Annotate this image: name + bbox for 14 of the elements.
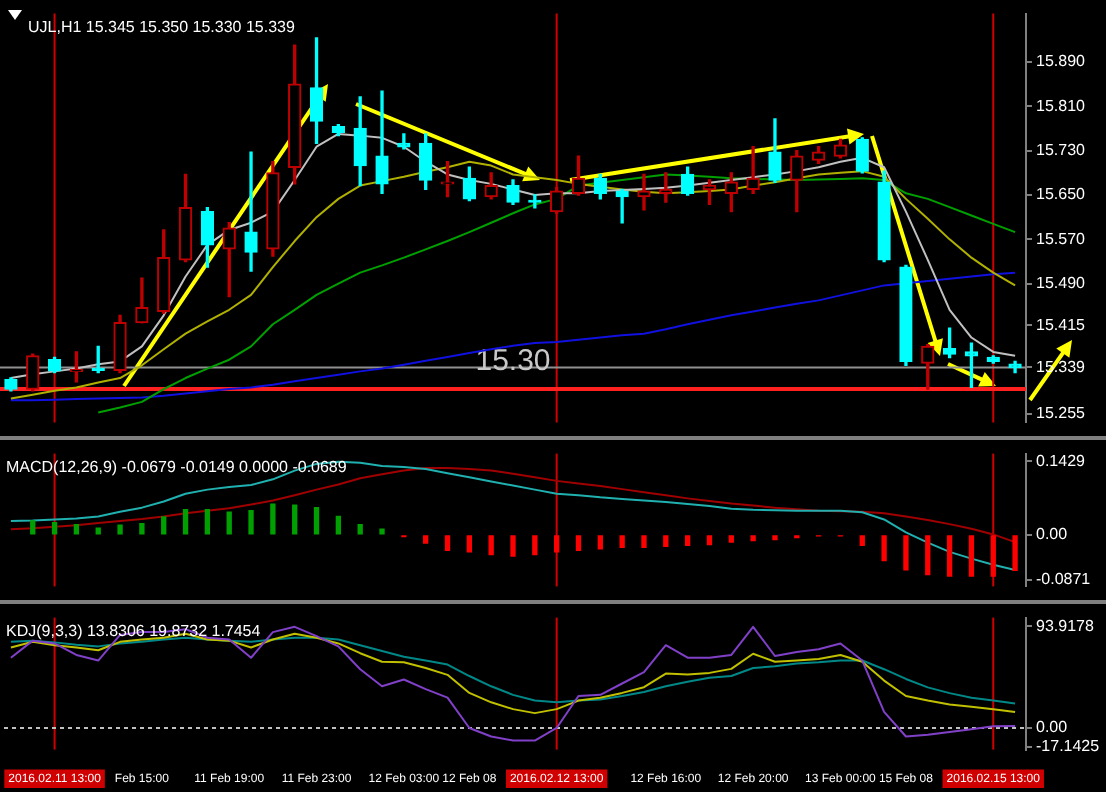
- y-tick-label: 0.00: [1036, 525, 1069, 544]
- y-tick-label: -17.1425: [1036, 736, 1101, 755]
- y-tick-label: -0.0871: [1036, 570, 1092, 589]
- y-tick-label: 15.570: [1036, 229, 1087, 248]
- y-tick-label: 15.730: [1036, 141, 1087, 160]
- y-tick-label: 93.9178: [1036, 616, 1095, 635]
- y-tick-label: 15.490: [1036, 274, 1087, 293]
- y-tick-label: 15.255: [1036, 404, 1087, 423]
- y-tick-label: 15.415: [1036, 315, 1087, 334]
- y-tick-label: 15.890: [1036, 52, 1087, 71]
- y-tick-label: 15.810: [1036, 96, 1087, 115]
- y-tick-label: 0.1429: [1036, 451, 1087, 470]
- y-tick-label: 0.00: [1036, 718, 1069, 737]
- y-tick-label: 15.650: [1036, 185, 1087, 204]
